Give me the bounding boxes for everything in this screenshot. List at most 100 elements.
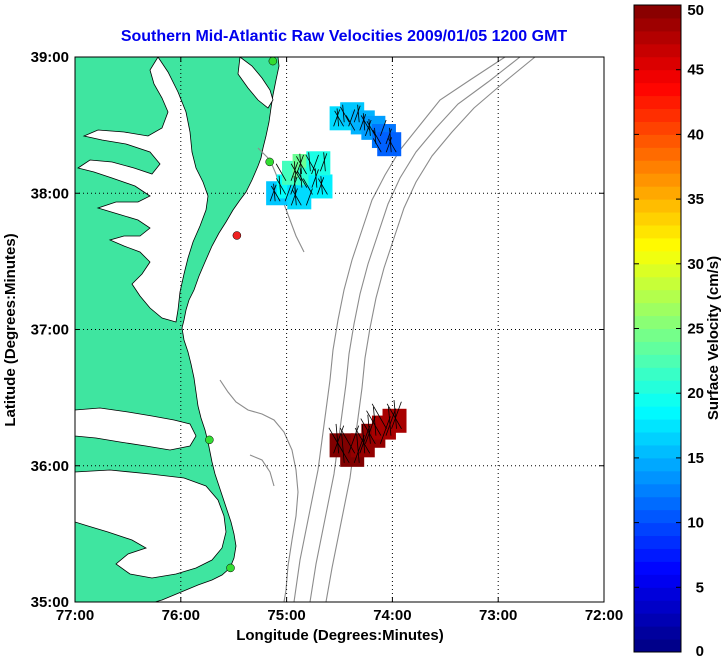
colorbar-tick-label: 35	[687, 191, 704, 208]
x-tick-label: 75:00	[267, 607, 305, 624]
colorbar-swatch	[634, 380, 681, 394]
colorbar-swatch	[634, 457, 681, 472]
velocity-arrow	[368, 118, 371, 136]
stations	[205, 56, 278, 573]
axes: 77:00 76:00 75:00 74:00 73:00 72:00 35:00 36:00…	[31, 49, 624, 624]
x-axis-label: Longitude (Degrees:Minutes)	[236, 627, 444, 644]
colorbar-swatch	[634, 393, 681, 407]
velocity-arrow	[335, 423, 340, 454]
colorbar-swatch	[634, 613, 681, 627]
velocity-arrow	[345, 115, 356, 131]
velocity-arrow	[357, 104, 360, 123]
velocity-arrow	[361, 424, 366, 454]
colorbar-swatch	[634, 212, 681, 226]
colorbar-swatch	[634, 315, 681, 329]
station-marker	[268, 56, 278, 66]
colorbar-label: Surface Velocity (cm/s)	[705, 256, 722, 420]
velocity-arrow	[334, 110, 344, 127]
bathymetry-contours	[219, 57, 536, 602]
velocity-arrow	[305, 188, 313, 206]
colorbar-swatch	[634, 432, 681, 446]
colorbar-swatch	[634, 509, 681, 524]
chesapeake-bay	[77, 57, 209, 323]
colorbar-swatch	[634, 600, 681, 614]
colorbar-swatch	[634, 17, 681, 32]
colorbar-swatch	[634, 483, 681, 498]
series-delaware-shelf	[266, 151, 333, 210]
velocity-arrow	[269, 184, 277, 202]
velocity-arrow	[311, 169, 319, 188]
y-tick-label: 39:00	[31, 49, 69, 66]
velocity-arrow	[333, 425, 345, 454]
velocity-arrow	[388, 406, 392, 436]
velocity-arrow	[290, 162, 299, 181]
velocity-arrow	[360, 418, 376, 444]
velocity-arrow	[354, 427, 371, 454]
colorbar-swatch	[634, 639, 681, 653]
velocity-arrow	[314, 168, 318, 188]
station-marker	[232, 231, 242, 240]
station-marker	[205, 435, 214, 445]
colorbar-swatch	[634, 160, 681, 174]
velocity-arrow	[342, 104, 345, 123]
grid	[75, 57, 604, 602]
colorbar-swatch	[634, 43, 681, 58]
colorbar-swatch	[634, 302, 681, 317]
x-tick-label: 77:00	[56, 607, 94, 624]
colorbar-swatch	[634, 69, 681, 84]
velocity-arrow	[371, 403, 387, 429]
velocity-arrow	[367, 414, 371, 444]
colorbar-swatch	[634, 561, 681, 575]
colorbar-swatch	[634, 147, 681, 161]
station-marker	[265, 157, 274, 167]
velocity-arrow	[386, 403, 402, 429]
x-tick-label: 72:00	[585, 607, 623, 624]
colorbar-swatch	[634, 56, 681, 71]
velocity-arrow	[339, 427, 356, 454]
colorbar-tick-label: 20	[687, 385, 704, 402]
colorbar-tick-label: 25	[687, 321, 704, 338]
velocity-data	[266, 102, 407, 467]
velocity-arrow	[334, 437, 350, 464]
velocity-arrow	[366, 410, 382, 436]
velocity-arrow	[385, 128, 392, 145]
velocity-arrow	[311, 154, 319, 175]
velocity-cell	[287, 185, 312, 210]
colorbar-swatch	[634, 199, 681, 213]
velocity-arrow	[305, 154, 316, 172]
velocity-arrow	[374, 127, 377, 145]
albemarle-sound	[75, 407, 197, 451]
velocity-arrow	[393, 400, 397, 429]
colorbar-swatch	[634, 30, 681, 45]
velocity-arrow	[364, 416, 376, 444]
delaware-bay	[237, 57, 274, 109]
x-tick-label: 73:00	[479, 607, 517, 624]
velocity-arrow	[317, 178, 328, 195]
velocity-arrow	[356, 433, 360, 463]
colorbar-swatch	[634, 354, 681, 368]
colorbar-swatch	[634, 134, 681, 148]
velocity-arrow	[270, 185, 281, 202]
colorbar-swatch	[634, 224, 681, 239]
colorbar: 0 5 10 15 20 25 30 35 40 45 50	[633, 2, 704, 659]
colorbar-swatch	[634, 263, 681, 278]
colorbar-swatch	[634, 444, 681, 459]
velocity-arrow	[319, 153, 328, 172]
pamlico-sound	[75, 469, 227, 579]
y-tick-label: 36:00	[31, 458, 69, 475]
velocity-arrow	[340, 106, 350, 123]
colorbar-tick-label: 5	[696, 579, 704, 596]
colorbar-swatch	[634, 406, 681, 420]
colorbar-swatch	[634, 328, 681, 342]
colorbar-swatch	[634, 121, 681, 135]
velocity-arrow	[336, 108, 340, 127]
colorbar-tick-label: 40	[687, 126, 704, 143]
velocity-arrow	[353, 105, 361, 123]
colorbar-swatch	[634, 186, 681, 200]
velocity-arrow	[391, 401, 402, 429]
colorbar-swatch	[634, 95, 681, 110]
velocity-arrow	[333, 109, 341, 127]
colorbar-tick-label: 0	[696, 643, 704, 659]
velocity-arrow	[290, 188, 298, 206]
